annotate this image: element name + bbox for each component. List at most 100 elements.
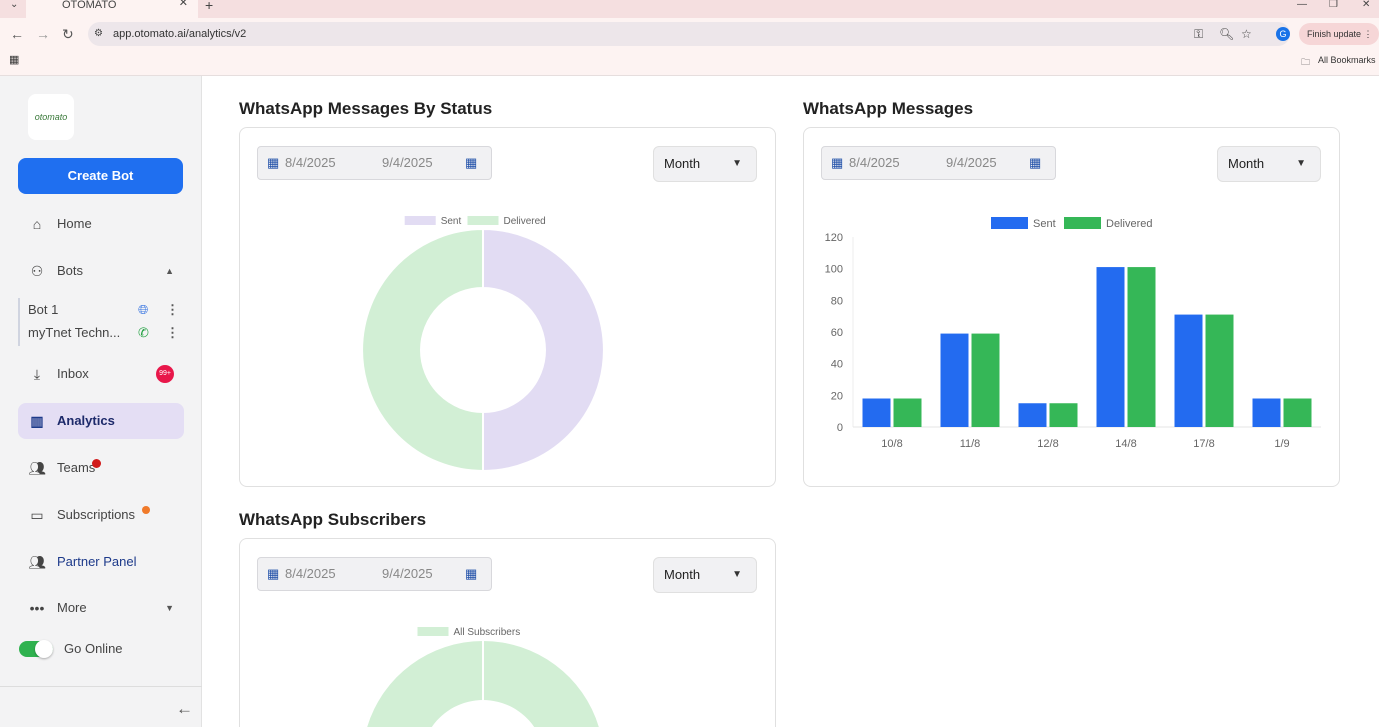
legend-label: Sent [441, 216, 462, 227]
sidebar: otomato Create Bot ⌂ Home ⚇ Bots ▲ Bot 1 🌐︎ ⋮… [0, 76, 202, 727]
x-tick-label: 17/8 [1193, 438, 1214, 450]
bar-delivered [1205, 314, 1234, 427]
x-tick-label: 12/8 [1037, 438, 1058, 450]
calendar-icon: ▦ [267, 155, 280, 170]
teams-icon: 👥︎ [28, 460, 46, 476]
bookmark-star-icon[interactable]: ☆ [1241, 27, 1252, 41]
back-icon[interactable]: ← [10, 26, 24, 42]
more-label: More [57, 600, 87, 615]
minimize-icon[interactable]: — [1297, 0, 1307, 10]
date-range-picker[interactable]: ▦ 8/4/2025 9/4/2025 ▦ [821, 146, 1056, 180]
bar-sent [1018, 403, 1047, 427]
bar-sent [940, 333, 969, 427]
date-to[interactable]: 9/4/2025 [382, 155, 433, 170]
subscriptions-label: Subscriptions [57, 507, 136, 522]
legend-swatch [404, 216, 436, 225]
sidebar-item-inbox[interactable]: ⤓ Inbox [18, 356, 184, 392]
period-select[interactable]: Month ▼ [653, 557, 757, 593]
close-tab-icon[interactable]: ✕ [178, 0, 188, 9]
date-to[interactable]: 9/4/2025 [382, 566, 433, 581]
date-from[interactable]: 8/4/2025 [285, 566, 336, 581]
date-range-picker[interactable]: ▦ 8/4/2025 9/4/2025 ▦ [257, 146, 492, 180]
x-tick-label: 14/8 [1115, 438, 1136, 450]
date-from[interactable]: 8/4/2025 [849, 155, 900, 170]
legend-label: Delivered [504, 216, 546, 227]
calendar-icon: ▦ [465, 566, 478, 581]
forward-icon[interactable]: → [36, 26, 50, 42]
analytics-icon: ▥ [30, 413, 44, 429]
home-label: Home [57, 216, 92, 231]
sidebar-item-subscriptions[interactable]: ▭ Subscriptions [18, 497, 184, 533]
home-icon: ⌂ [32, 216, 42, 232]
date-from[interactable]: 8/4/2025 [285, 155, 336, 170]
partner-panel-label: Partner Panel [57, 554, 137, 569]
date-to[interactable]: 9/4/2025 [946, 155, 997, 170]
messages-bar-chart: Sent Delivered 0 20 40 60 80 100 120 10/8 11/8 12/8… [825, 217, 1321, 450]
restore-icon[interactable]: ❐ [1329, 0, 1338, 10]
period-value: Month [1228, 156, 1265, 171]
donut-slice [482, 227, 605, 473]
partner-icon: 👥︎ [28, 554, 46, 570]
finish-update-button[interactable]: Finish update ⋮ [1299, 23, 1379, 45]
x-tick-label: 1/9 [1274, 438, 1289, 450]
period-select[interactable]: Month ▼ [653, 146, 757, 182]
y-tick-label: 60 [831, 327, 843, 339]
bar-sent [1252, 398, 1281, 427]
go-online-toggle[interactable] [19, 640, 53, 658]
subscribers-donut-chart: All Subscribers [367, 627, 599, 727]
bot-name: myTnet Techn... [28, 325, 121, 340]
date-range-picker[interactable]: ▦ 8/4/2025 9/4/2025 ▦ [257, 557, 492, 591]
reload-icon[interactable]: ↻ [62, 26, 74, 42]
sidebar-item-partner-panel[interactable]: 👥︎ Partner Panel [18, 544, 184, 580]
sidebar-item-analytics[interactable]: ▥ Analytics [18, 403, 184, 439]
period-select[interactable]: Month ▼ [1217, 146, 1321, 182]
sidebar-item-more[interactable]: ••• More ▼ [18, 590, 184, 626]
analytics-label: Analytics [57, 413, 115, 428]
bot-item[interactable]: myTnet Techn... ✆ ⋮ [28, 325, 179, 340]
url-text: app.otomato.ai/analytics/v2 [113, 28, 247, 40]
y-tick-label: 0 [837, 422, 843, 434]
more-vert-icon[interactable]: ⋮ [166, 302, 179, 317]
card-title: WhatsApp Messages By Status [239, 99, 493, 118]
legend-label: Delivered [1106, 218, 1152, 230]
sidebar-item-teams[interactable]: 👥︎ Teams [18, 450, 184, 486]
bot-item[interactable]: Bot 1 🌐︎ ⋮ [28, 302, 179, 317]
browser-tab[interactable]: OTOMATO ✕ [26, 0, 198, 18]
legend-label: All Subscribers [454, 627, 521, 638]
more-vert-icon[interactable]: ⋮ [166, 325, 179, 340]
new-tab-icon[interactable]: + [205, 0, 214, 13]
caret-down-icon: ▼ [732, 569, 742, 580]
bar-delivered [1049, 403, 1078, 427]
y-tick-label: 120 [825, 232, 843, 244]
period-value: Month [664, 156, 701, 171]
all-bookmarks-link[interactable]: All Bookmarks [1318, 55, 1376, 65]
globe-icon: 🌐︎ [138, 302, 149, 317]
sidebar-item-home[interactable]: ⌂ Home [18, 206, 184, 242]
profile-avatar[interactable]: G [1276, 27, 1290, 41]
tab-title: OTOMATO [62, 0, 117, 11]
browser-chrome: ⌄ OTOMATO ✕ + — ❐ ✕ ← → ↻ ⚙ app.otomato.a… [0, 0, 1379, 76]
create-bot-button[interactable]: Create Bot [18, 158, 183, 194]
teams-notification-dot [92, 459, 101, 468]
apps-grid-icon[interactable]: ▦ [9, 54, 20, 66]
sidebar-item-bots[interactable]: ⚇ Bots ▲ [18, 253, 184, 289]
more-horiz-icon: ••• [29, 600, 45, 616]
inbox-icon: ⤓ [33, 366, 41, 382]
password-key-icon[interactable]: ⚿ [1194, 27, 1204, 41]
x-tick-label: 10/8 [881, 438, 902, 450]
calendar-icon: ▦ [267, 566, 280, 581]
site-info-icon[interactable]: ⚙ [94, 28, 103, 39]
address-bar[interactable]: ⚙ app.otomato.ai/analytics/v2 ⚿ 🔍︎ ☆ [88, 22, 1290, 46]
card-title: WhatsApp Messages [803, 99, 974, 118]
tab-search-icon[interactable]: ⌄ [10, 0, 19, 10]
collapse-sidebar-icon[interactable]: ← [176, 699, 193, 718]
bar-delivered [971, 333, 1000, 427]
close-window-icon[interactable]: ✕ [1362, 0, 1371, 10]
zoom-icon[interactable]: 🔍︎ [1219, 27, 1235, 41]
bar-delivered [1127, 267, 1156, 427]
tab-strip: ⌄ OTOMATO ✕ + — ❐ ✕ [0, 0, 1379, 18]
period-value: Month [664, 567, 701, 582]
otomato-logo: otomato [28, 94, 74, 140]
calendar-icon: ▦ [465, 155, 478, 170]
x-tick-label: 11/8 [960, 438, 981, 450]
